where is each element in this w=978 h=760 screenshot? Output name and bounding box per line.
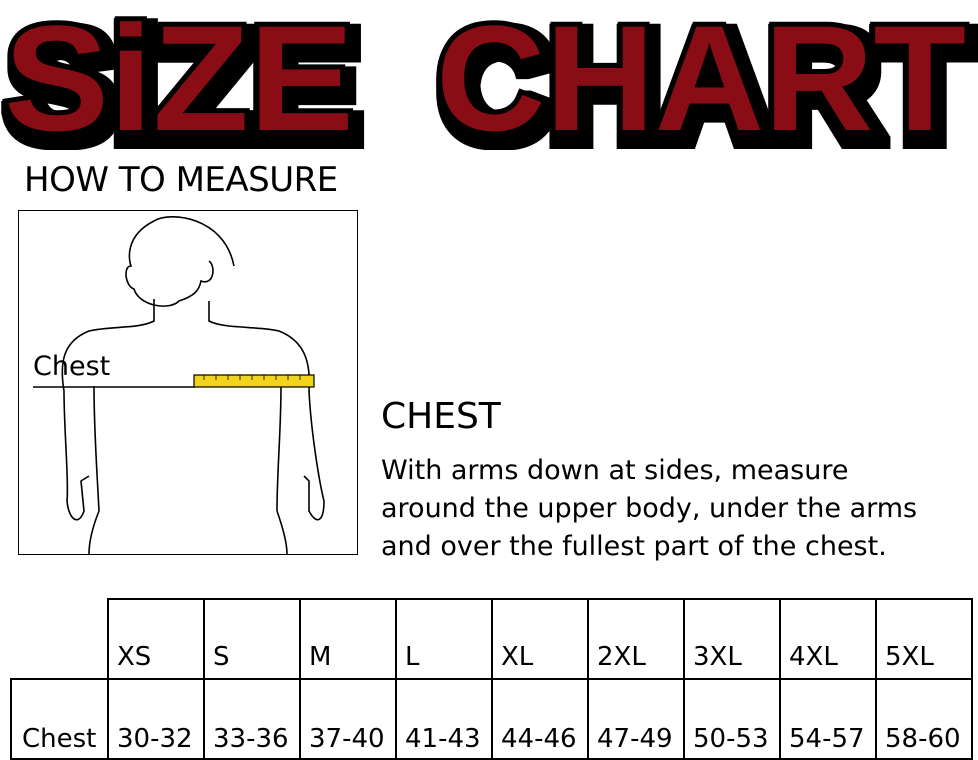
size-chart-title: SiZE CHART (0, 0, 971, 150)
chest-value: 37-40 (299, 678, 397, 760)
size-header: 4XL (779, 598, 877, 680)
size-table: XS S M L XL 2XL 3XL 4XL 5XL Chest 30-32 … (10, 598, 973, 760)
row-label: Chest (10, 678, 109, 760)
chest-instructions: With arms down at sides, measure around … (381, 452, 978, 566)
size-header: 5XL (875, 598, 973, 680)
measuring-tape (193, 374, 315, 388)
instruction-line: around the upper body, under the arms (381, 493, 918, 524)
size-header: XL (491, 598, 589, 680)
chest-value: 47-49 (587, 678, 685, 760)
chest-value: 33-36 (203, 678, 301, 760)
chest-value: 44-46 (491, 678, 589, 760)
size-header: L (395, 598, 493, 680)
chest-value: 50-53 (683, 678, 781, 760)
corner-cell (11, 599, 108, 680)
body-outline-illustration (33, 215, 325, 555)
size-header: 3XL (683, 598, 781, 680)
chest-row: Chest 30-32 33-36 37-40 41-43 44-46 47-4… (10, 678, 973, 760)
title-word-size: SiZE (4, 0, 354, 150)
title-word-chart: CHART (436, 0, 966, 150)
chest-value: 30-32 (107, 678, 205, 760)
chest-value: 58-60 (875, 678, 973, 760)
size-header: S (203, 598, 301, 680)
size-header: XS (107, 598, 205, 680)
size-header-row: XS S M L XL 2XL 3XL 4XL 5XL (11, 598, 973, 680)
chest-value: 54-57 (779, 678, 877, 760)
chest-value: 41-43 (395, 678, 493, 760)
measure-figure: Chest (18, 210, 358, 555)
size-header: M (299, 598, 397, 680)
how-to-measure-heading: HOW TO MEASURE (24, 160, 338, 200)
chest-heading: CHEST (381, 396, 501, 437)
instruction-line: and over the fullest part of the chest. (381, 531, 887, 562)
instruction-line: With arms down at sides, measure (381, 455, 849, 486)
chest-figure-label: Chest (33, 351, 111, 382)
size-header: 2XL (587, 598, 685, 680)
